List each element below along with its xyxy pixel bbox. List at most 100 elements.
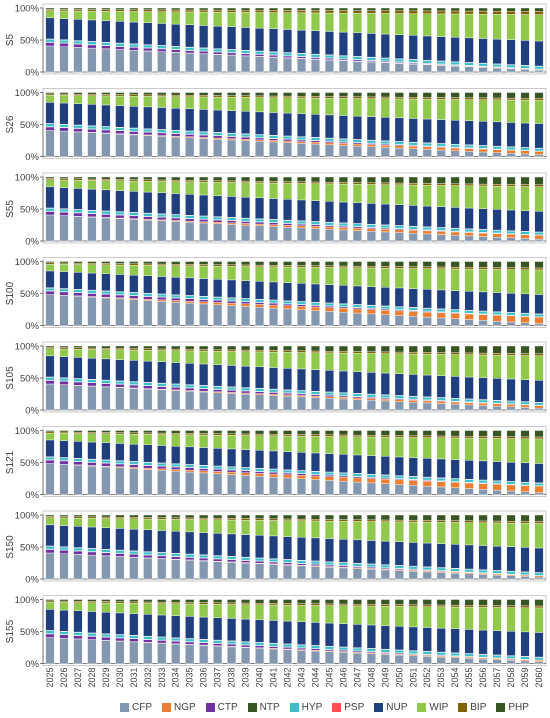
bar-segment-bip: [422, 183, 432, 186]
bar-segment-cfp: [255, 141, 265, 157]
bar-segment-hyp: [506, 481, 516, 485]
y-tick-label: 100%: [15, 4, 40, 15]
bar-segment-nup: [324, 201, 334, 223]
bar-segment-cfp: [157, 558, 167, 580]
bar-segment-php: [171, 92, 181, 96]
bar-segment-ngp: [199, 301, 209, 305]
bar-segment-wip: [464, 522, 474, 546]
bar-segment-hyp: [171, 214, 181, 218]
bar-segment-cfp: [366, 569, 376, 580]
bar-segment-ngp: [492, 149, 502, 153]
bar-segment-ngp: [408, 311, 418, 317]
legend-swatch: [332, 702, 342, 712]
bar-segment-ctp: [185, 467, 195, 471]
bar-segment-ctp: [45, 42, 55, 47]
bar-segment-nup: [87, 188, 97, 211]
bar-segment-php: [394, 7, 404, 11]
bar-segment-wip: [492, 607, 502, 631]
y-tick-label: 50%: [20, 374, 40, 385]
bar-segment-ctp: [87, 44, 97, 49]
bar-segment-wip: [171, 11, 181, 25]
bar-segment-wip: [506, 522, 516, 547]
bar-segment-wip: [520, 523, 530, 548]
bar-segment-bip: [534, 353, 544, 356]
bar-segment-bip: [366, 10, 376, 14]
bar-segment-nup: [59, 525, 69, 547]
bar-segment-php: [296, 430, 307, 435]
bar-segment-ctp: [213, 135, 223, 139]
bar-segment-bip: [408, 352, 418, 355]
bar-segment-wip: [324, 267, 334, 285]
bar-segment-ngp: [366, 309, 376, 315]
bar-segment-hyp: [478, 654, 488, 658]
bar-segment-nup: [282, 199, 293, 221]
bar-segment-php: [185, 430, 195, 434]
bar-segment-cfp: [255, 394, 265, 411]
bar-segment-php: [464, 345, 474, 354]
bar-segment-bip: [450, 435, 460, 439]
bar-segment-ngp: [310, 395, 320, 398]
bar-segment-bip: [394, 182, 404, 186]
bar-segment-cfp: [450, 65, 460, 73]
bar-segment-ctp: [310, 57, 320, 60]
y-tick-label: 100%: [15, 173, 40, 184]
bar-segment-wip: [115, 518, 125, 529]
bar-segment-nup: [422, 205, 432, 228]
bar-segment-cfp: [199, 53, 209, 73]
bar-segment-cfp: [422, 149, 432, 157]
bar-segment-php: [185, 176, 195, 181]
bar-segment-hyp: [366, 140, 376, 144]
bar-segment-php: [310, 430, 320, 435]
bar-segment-hyp: [143, 44, 153, 48]
bar-segment-nup: [534, 40, 544, 67]
bar-segment-nup: [255, 366, 265, 389]
bar-segment-bip: [324, 96, 334, 99]
bar-segment-wip: [241, 12, 251, 28]
bar-segment-php: [255, 176, 265, 182]
bar-segment-nup: [269, 28, 279, 52]
bar-segment-bip: [296, 434, 307, 437]
bar-segment-bip: [394, 519, 404, 523]
bar-segment-wip: [101, 11, 111, 21]
bar-segment-php: [520, 92, 530, 99]
x-tick-label: 2042: [283, 668, 293, 688]
bar-segment-cfp: [478, 574, 488, 580]
bar-segment-ctp: [199, 51, 209, 54]
bar-segment-wip: [143, 181, 153, 193]
bar-segment-nup: [73, 272, 83, 290]
bar-segment-bip: [310, 10, 320, 14]
bar-segment-nup: [324, 114, 334, 139]
bar-segment-nup: [506, 209, 516, 231]
bar-segment-wip: [157, 434, 167, 446]
bar-segment-php: [464, 261, 474, 268]
bar-segment-cfp: [269, 141, 279, 157]
bar-segment-cfp: [143, 219, 153, 242]
bar-segment-cfp: [73, 296, 83, 326]
bar-segment-cfp: [422, 402, 432, 411]
bar-segment-wip: [87, 518, 97, 528]
bar-segment-cfp: [380, 483, 390, 495]
bar-segment-cfp: [520, 69, 530, 73]
bar-segment-ctp: [199, 388, 209, 392]
bar-segment-wip: [143, 518, 153, 530]
bar-segment-hyp: [506, 146, 516, 150]
bar-segment-php: [199, 345, 209, 350]
bar-segment-bip: [227, 264, 237, 267]
bar-segment-cfp: [492, 67, 502, 73]
bar-segment-ngp: [199, 470, 209, 474]
bar-segment-bip: [241, 602, 251, 605]
bar-segment-bip: [492, 605, 502, 608]
bar-segment-ctp: [199, 134, 209, 138]
bar-segment-cfp: [171, 471, 181, 495]
bar-segment-ngp: [282, 305, 293, 310]
legend-swatch: [120, 702, 129, 712]
bar-segment-ctp: [171, 556, 181, 560]
bar-segment-nup: [422, 627, 432, 652]
bar-segment-wip: [185, 519, 195, 533]
panel-label: S155: [5, 619, 16, 643]
panel-s155: 0%50%100%S155: [5, 595, 547, 670]
bar-segment-php: [408, 514, 418, 521]
bar-segment-nup: [338, 31, 348, 56]
bar-segment-cfp: [213, 646, 223, 664]
bar-segment-wip: [338, 521, 348, 540]
